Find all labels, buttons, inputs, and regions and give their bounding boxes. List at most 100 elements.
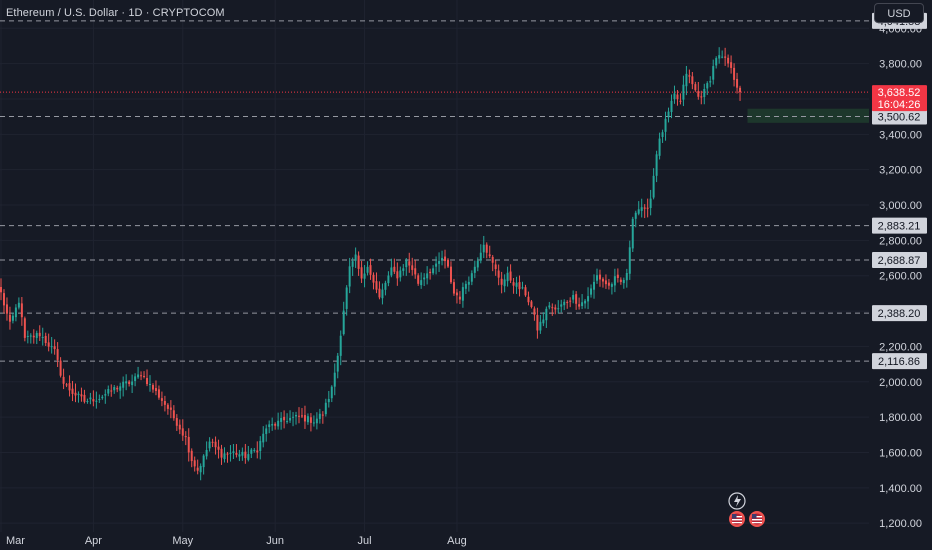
lightning-event-icon[interactable]: [728, 492, 746, 510]
candle-body: [491, 256, 494, 263]
candle-body: [351, 261, 354, 267]
candle-body: [482, 244, 485, 253]
candle-body: [488, 254, 491, 257]
candle-body: [345, 287, 348, 309]
candle-body: [524, 287, 527, 296]
candle-body: [62, 376, 65, 384]
price-tick-label: 2,200.00: [879, 341, 922, 353]
candle-body: [703, 89, 706, 98]
candle-body: [44, 335, 47, 343]
candle-body: [59, 360, 62, 376]
candle-body: [244, 451, 247, 459]
candle-body: [697, 91, 700, 97]
candle-body: [652, 175, 655, 198]
candle-body: [274, 423, 277, 426]
candle-body: [80, 394, 83, 397]
candle-body: [181, 428, 184, 436]
candle-body: [637, 209, 640, 214]
candle-body: [682, 84, 685, 100]
currency-button[interactable]: USD: [874, 3, 924, 23]
month-tick-label: May: [172, 535, 193, 547]
candle-body: [548, 305, 551, 308]
candle-body: [211, 441, 214, 443]
candle-body: [92, 399, 95, 402]
candle-body: [318, 413, 321, 419]
candle-body: [405, 260, 408, 268]
candle-body: [235, 452, 238, 455]
candle-body: [563, 301, 566, 306]
candle-body: [554, 307, 557, 310]
candle-body: [506, 272, 509, 282]
candle-body: [619, 279, 622, 282]
candle-body: [363, 273, 366, 279]
candle-body: [56, 349, 59, 360]
candle-body: [265, 428, 268, 434]
month-tick-label: Aug: [447, 535, 467, 547]
us-flag-event-icon[interactable]: [729, 511, 745, 527]
symbol-title[interactable]: Ethereum / U.S. Dollar · 1D · CRYPTOCOM: [6, 7, 225, 19]
candle-body: [649, 198, 652, 209]
candle-body: [414, 268, 417, 275]
candle-body: [35, 333, 38, 338]
candle-body: [408, 261, 411, 266]
candle-body: [160, 398, 163, 401]
candle-body: [688, 75, 691, 77]
candle-body: [309, 417, 312, 423]
level-label: 2,388.20: [878, 308, 921, 320]
candle-body: [616, 274, 619, 278]
candle-body: [223, 453, 226, 460]
candle-body: [178, 424, 181, 430]
candle-body: [387, 275, 390, 284]
candle-body: [411, 265, 414, 270]
candle-body: [262, 433, 265, 443]
candle-body: [226, 453, 229, 455]
us-flag-event-icon[interactable]: [749, 511, 765, 527]
candle-body: [71, 388, 74, 394]
price-tick-label: 2,000.00: [879, 377, 922, 389]
candle-body: [184, 436, 187, 438]
candle-body: [724, 56, 727, 58]
candle-body: [718, 55, 721, 59]
candle-body: [17, 302, 20, 308]
candle-body: [238, 454, 241, 457]
candle-body: [464, 283, 467, 289]
candle-body: [2, 293, 5, 306]
level-label-box: [872, 108, 927, 125]
price-tick-label: 3,200.00: [879, 165, 922, 177]
candle-body: [533, 308, 536, 315]
candle-body: [694, 84, 697, 91]
candle-body: [280, 418, 283, 422]
price-axis[interactable]: 1,200.00 1,400.00 1,600.00 1,800.00 2,000.00…: [869, 0, 932, 550]
candle-body: [315, 418, 318, 424]
candle-body: [348, 266, 351, 287]
candle-body: [604, 280, 607, 285]
candle-body: [163, 401, 166, 405]
current-price-value: 3,638.52: [878, 87, 921, 99]
candle-body: [685, 73, 688, 87]
month-tick-label: Mar: [6, 535, 25, 547]
level-label: 3,500.62: [878, 112, 921, 124]
candle-body: [518, 282, 521, 290]
time-axis[interactable]: Mar Apr May Jun Jul Aug: [6, 535, 467, 547]
candle-body: [199, 465, 202, 473]
candle-body: [357, 255, 360, 269]
candle-body: [679, 100, 682, 102]
candle-body: [241, 451, 244, 456]
candle-body: [470, 273, 473, 282]
candle-body: [628, 247, 631, 274]
candle-body: [300, 415, 303, 417]
candle-body: [515, 282, 518, 287]
candle-body: [593, 281, 596, 290]
candle-body: [667, 111, 670, 118]
candle-body: [485, 244, 488, 253]
candle-body: [41, 337, 44, 339]
candle-body: [312, 422, 315, 424]
candle-body: [709, 81, 712, 83]
candle-body: [706, 83, 709, 89]
event-icons[interactable]: [728, 492, 765, 527]
level-label: 2,883.21: [878, 221, 921, 233]
candle-body: [354, 254, 357, 261]
candle-body: [125, 381, 128, 384]
candle-body: [691, 76, 694, 85]
